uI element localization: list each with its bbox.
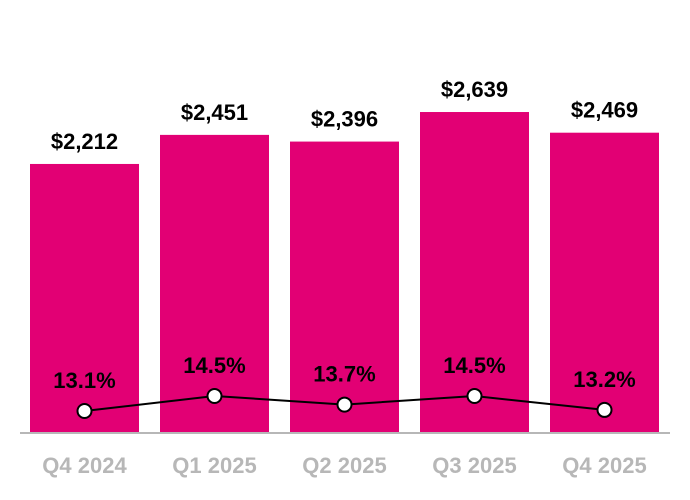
line-value-label: 13.7%	[313, 362, 375, 387]
bar-q2-2025	[290, 141, 399, 433]
line-point-marker	[466, 388, 483, 404]
line-point-marker	[206, 388, 223, 404]
bar-value-label: $2,451	[181, 100, 248, 125]
bar-value-label: $2,469	[571, 98, 638, 123]
line-point-marker	[76, 403, 93, 419]
bar-q4-2025	[550, 132, 659, 433]
bar-value-label: $2,396	[311, 107, 378, 132]
bar-q3-2025	[420, 112, 529, 433]
line-point-marker	[336, 396, 353, 413]
bar-value-label: $2,212	[51, 129, 118, 154]
line-point-marker	[596, 401, 613, 418]
line-value-label: 13.2%	[573, 367, 635, 392]
bar-value-label: $2,639	[441, 77, 508, 102]
line-value-label: 14.5%	[443, 353, 505, 378]
x-tick-label: Q1 2025	[172, 453, 256, 478]
x-tick-label: Q4 2025	[562, 453, 646, 478]
line-value-label: 13.1%	[53, 368, 115, 393]
bar-q1-2025	[160, 134, 269, 434]
x-tick-label: Q4 2024	[42, 453, 127, 478]
x-tick-label: Q3 2025	[432, 453, 516, 478]
line-value-label: 14.5%	[183, 353, 245, 378]
x-tick-label: Q2 2025	[302, 453, 386, 478]
bar-q4-2024	[30, 163, 139, 433]
